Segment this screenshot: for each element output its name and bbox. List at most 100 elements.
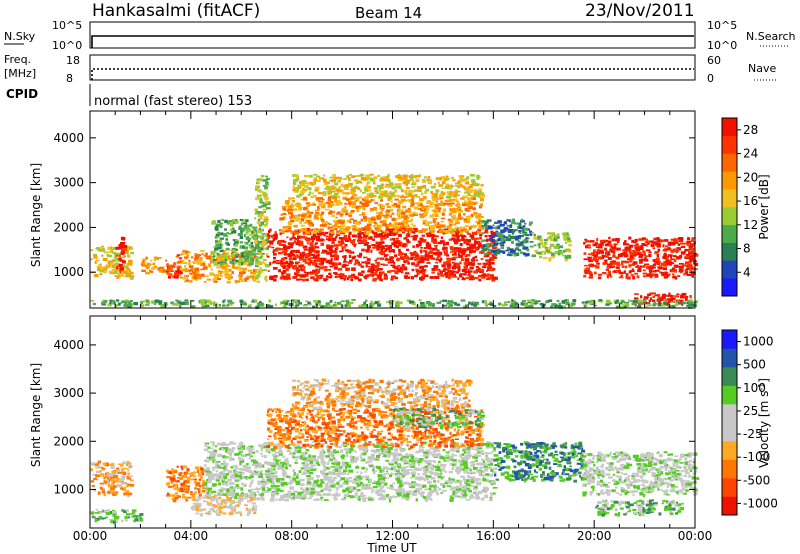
power-echo-cell <box>293 240 296 244</box>
power-echo-cell <box>191 276 196 280</box>
power-echo-cell <box>156 257 162 259</box>
power-echo-cell <box>346 175 350 178</box>
power-echo-cell <box>461 238 464 241</box>
power-echo-cell <box>219 237 224 240</box>
power-echo-cell <box>636 275 640 279</box>
power-colorbar-block <box>722 242 737 261</box>
power-echo-cell <box>323 268 328 272</box>
power-echo-cell <box>445 241 449 246</box>
power-echo-cell <box>128 259 133 264</box>
power-echo-cell <box>440 200 443 204</box>
power-echo-cell <box>433 207 436 209</box>
power-echo-cell <box>245 253 250 257</box>
power-echo-cell <box>512 251 516 255</box>
power-echo-cell <box>307 301 311 305</box>
power-colorbar-block <box>722 171 737 190</box>
power-echo-cell <box>354 179 357 182</box>
power-echo-cell <box>238 268 242 271</box>
power-echo-cell <box>476 176 480 180</box>
power-echo-cell <box>439 240 444 244</box>
power-echo-cell <box>418 299 422 302</box>
power-echo-cell <box>411 196 415 199</box>
power-echo-cell <box>361 202 365 205</box>
power-echo-cell <box>482 249 486 252</box>
power-echo-cell <box>513 222 519 225</box>
power-echo-cell <box>687 305 693 309</box>
power-echo-cell <box>372 246 376 249</box>
power-echo-cell <box>343 230 349 233</box>
power-echo-cell <box>691 274 694 278</box>
power-echo-cell <box>210 268 213 271</box>
power-echo-cell <box>266 247 269 250</box>
power-echo-cell <box>316 199 321 202</box>
power-echo-cell <box>386 236 389 238</box>
power-echo-cell <box>315 271 319 274</box>
power-echo-cell <box>110 300 114 303</box>
power-echo-cell <box>356 208 360 212</box>
power-echo-cell <box>683 295 686 298</box>
power-echo-cell <box>294 231 299 235</box>
power-echo-cell <box>463 266 467 269</box>
power-echo-cell <box>566 248 571 252</box>
power-echo-cell <box>229 220 233 223</box>
power-echo-cell <box>326 278 329 281</box>
power-echo-cell <box>314 228 317 232</box>
power-echo-cell <box>113 252 119 256</box>
power-echo-cell <box>290 254 296 257</box>
power-echo-cell <box>308 271 312 274</box>
power-echo-cell <box>344 255 347 258</box>
power-echo-cell <box>565 250 570 253</box>
power-echo-cell <box>489 301 492 304</box>
power-echo-cell <box>380 271 385 274</box>
velocity-echo-cell <box>113 472 117 475</box>
velocity-echo-cell <box>117 463 122 465</box>
power-echo-cell <box>457 256 462 258</box>
power-echo-cell <box>450 257 456 261</box>
power-echo-cell <box>209 272 215 276</box>
power-echo-cell <box>130 247 134 250</box>
power-echo-cell <box>557 252 561 256</box>
power-echo-cell <box>364 236 368 239</box>
power-echo-cell <box>342 209 346 213</box>
power-echo-cell <box>363 207 366 211</box>
power-echo-cell <box>180 276 184 279</box>
power-echo-cell <box>668 292 671 296</box>
power-echo-cell <box>422 257 427 261</box>
power-echo-cell <box>522 227 528 230</box>
power-echo-cell <box>464 191 469 194</box>
power-echo-cell <box>384 248 390 250</box>
power-echo-cell <box>153 265 158 269</box>
power-echo-cell <box>371 265 375 268</box>
power-echo-cell <box>285 246 291 250</box>
power-echo-cell <box>406 181 410 185</box>
power-echo-cell <box>658 301 662 304</box>
power-echo-cell <box>285 264 290 267</box>
power-echo-cell <box>351 299 356 301</box>
power-echo-cell <box>611 238 615 242</box>
power-echo-cell <box>234 248 238 252</box>
power-echo-cell <box>211 259 215 263</box>
power-echo-cell <box>294 187 298 190</box>
velocity-echo-cell <box>127 472 131 475</box>
velocity-echo-cell <box>247 466 251 470</box>
power-echo-cell <box>376 263 380 267</box>
power-echo-cell <box>388 183 394 187</box>
power-echo-cell <box>378 226 381 229</box>
power-echo-cell <box>348 275 354 279</box>
power-echo-cell <box>275 247 281 251</box>
power-echo-cell <box>558 250 562 252</box>
velocity-echo-cell <box>224 456 229 459</box>
power-echo-cell <box>420 276 425 280</box>
power-echo-cell <box>445 178 450 180</box>
power-echo-cell <box>212 255 216 257</box>
velocity-echo-cell <box>231 496 236 499</box>
velocity-echo-cell <box>296 491 302 494</box>
power-echo-cell <box>289 245 293 249</box>
power-echo-cell <box>468 185 473 189</box>
power-echo-cell <box>300 218 305 222</box>
power-echo-cell <box>176 270 181 274</box>
power-echo-cell <box>120 253 123 255</box>
power-echo-cell <box>434 192 439 195</box>
power-echo-cell <box>616 264 621 266</box>
power-echo-cell <box>289 215 293 220</box>
